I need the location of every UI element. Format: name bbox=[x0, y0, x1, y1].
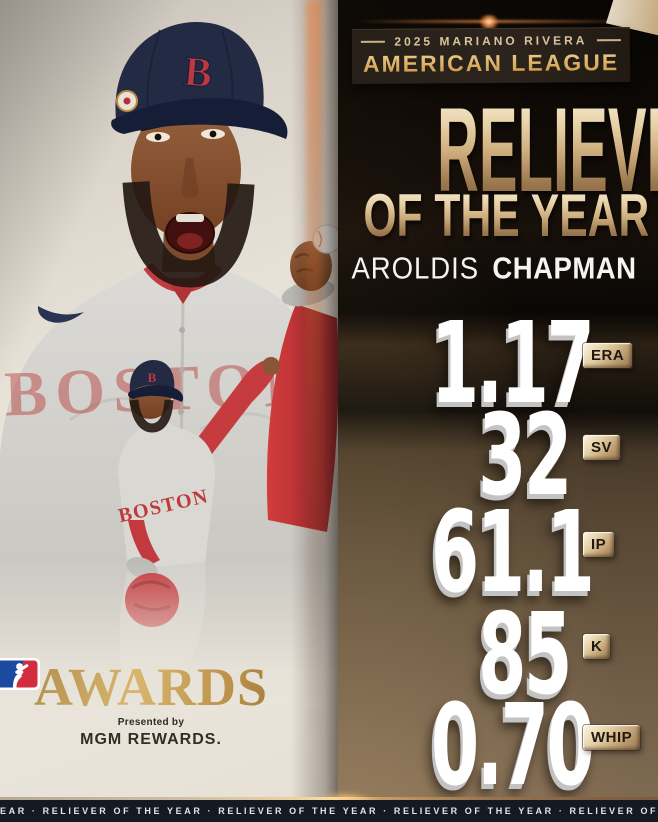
presented-by-label: Presented by bbox=[117, 717, 185, 728]
right-dash bbox=[596, 39, 621, 42]
nose bbox=[181, 158, 199, 198]
awards-wordmark: AWARDS bbox=[0, 660, 320, 714]
inset-cap-logo: B bbox=[148, 370, 157, 385]
stat-value: 1.17 bbox=[430, 299, 595, 429]
swoosh-icon bbox=[37, 306, 84, 323]
event-line-label: 2025 MARIANO RIVERA bbox=[394, 33, 588, 49]
stat-label-badge: WHIP bbox=[583, 724, 641, 750]
stat-value: 85 bbox=[478, 590, 572, 720]
glove bbox=[125, 573, 179, 627]
ticker-strip: EAR · RELIEVER OF THE YEAR · RELIEVER OF… bbox=[0, 800, 658, 822]
lens-flare-core bbox=[478, 15, 500, 29]
edge-light-streak bbox=[306, 0, 322, 740]
league-line: AMERICAN LEAGUE bbox=[362, 49, 620, 77]
stat-label-badge: ERA bbox=[583, 342, 633, 368]
cap-brim bbox=[111, 97, 288, 139]
inset-pitcher: BOSTON B bbox=[116, 357, 280, 678]
beard bbox=[122, 181, 255, 288]
sponsor-name: MGM REWARDS. bbox=[80, 731, 222, 748]
left-dash bbox=[361, 40, 386, 43]
award-title-line2: OF THE YEAR bbox=[363, 182, 650, 250]
stat-value: 0.70 bbox=[430, 681, 595, 811]
mlb-awards-lockup: AWARDS Presented by MGM REWARDS. bbox=[0, 658, 320, 749]
stat-value: 61.1 bbox=[430, 488, 595, 618]
inset-jersey-lettering: BOSTON bbox=[116, 485, 211, 527]
award-panel: 2025 MARIANO RIVERA AMERICAN LEAGUE RELI… bbox=[332, 0, 658, 802]
stat-row-ip: 61.1 IP bbox=[332, 497, 656, 609]
stat-row-era: 1.17 ERA bbox=[332, 308, 656, 420]
event-line: 2025 MARIANO RIVERA bbox=[361, 33, 621, 49]
face bbox=[131, 102, 241, 238]
stat-value: 32 bbox=[478, 391, 572, 521]
player-photo: BOSTON bbox=[0, 0, 338, 797]
cap-logo: B bbox=[182, 49, 214, 97]
ticker-text: EAR · RELIEVER OF THE YEAR · RELIEVER OF… bbox=[0, 806, 658, 816]
brows bbox=[139, 116, 235, 131]
sponsor-row: MGM REWARDS. bbox=[0, 731, 320, 749]
award-title-line1: RELIEVER bbox=[332, 90, 658, 210]
cap-patch bbox=[116, 90, 138, 112]
cap bbox=[115, 22, 264, 120]
jersey-collar bbox=[143, 262, 223, 293]
mlb-logo bbox=[0, 658, 40, 690]
stat-row-k: 85 K bbox=[332, 599, 656, 711]
player-last-name: CHAPMAN bbox=[492, 252, 637, 286]
stat-label-badge: IP bbox=[583, 531, 615, 557]
mouth bbox=[165, 212, 215, 254]
player-first-name: AROLDIS bbox=[351, 252, 480, 286]
header-plaque: 2025 MARIANO RIVERA AMERICAN LEAGUE bbox=[351, 27, 631, 84]
jersey-lettering: BOSTON bbox=[3, 348, 319, 430]
stat-label-badge: SV bbox=[583, 434, 621, 460]
stat-label-badge: K bbox=[583, 633, 611, 659]
jersey-torso bbox=[0, 266, 338, 700]
stat-row-whip: 0.70 WHIP bbox=[332, 690, 656, 802]
player-name: AROLDIS CHAPMAN bbox=[340, 251, 648, 288]
red-sleeve bbox=[266, 304, 338, 532]
stat-row-sv: 32 SV bbox=[332, 400, 656, 512]
